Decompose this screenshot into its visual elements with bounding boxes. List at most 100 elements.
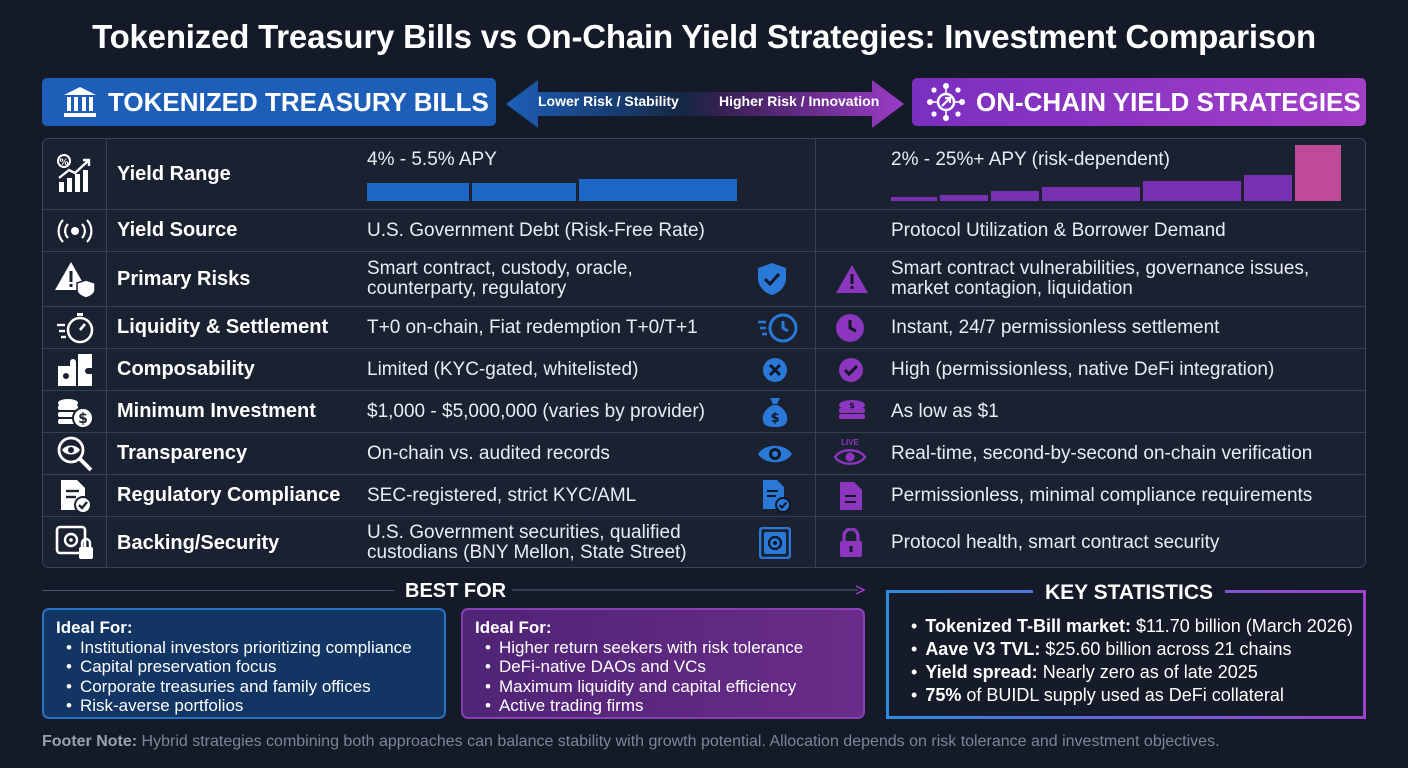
footer-text: Hybrid strategies combining both approac… xyxy=(137,733,1220,750)
row-label: Transparency xyxy=(117,442,248,464)
onchain-value-line2: market contagion, liquidation xyxy=(891,278,1133,299)
row-icon-cell xyxy=(43,307,107,348)
stat-value: $25.60 billion across 21 chains xyxy=(1040,639,1292,659)
yield-bar xyxy=(891,197,937,201)
stat-label: 75% xyxy=(925,685,962,705)
treasury-value-line2: counterparty, regulatory xyxy=(367,278,567,299)
warning-icon xyxy=(836,265,868,293)
treasury-header-label: TOKENIZED TREASURY BILLS xyxy=(108,86,489,117)
warning-shield-icon xyxy=(54,262,96,298)
padlock-icon xyxy=(840,528,862,557)
row-icon-cell xyxy=(43,475,107,516)
row-icon-cell xyxy=(43,517,107,567)
list-item: Corporate treasuries and family offices xyxy=(66,677,432,697)
svg-text:$: $ xyxy=(770,411,779,426)
column-divider xyxy=(815,139,816,567)
eye-icon xyxy=(758,445,792,462)
list-item: Institutional investors prioritizing com… xyxy=(66,638,432,658)
yield-bar xyxy=(991,191,1039,201)
stat-item: Yield spread: Nearly zero as of late 202… xyxy=(911,661,1353,684)
table-row: $ Minimum Investment $1,000 - $5,000,000… xyxy=(43,391,1365,433)
treasury-value: SEC-registered, strict KYC/AML xyxy=(367,484,637,506)
list-item: DeFi-native DAOs and VCs xyxy=(485,657,851,677)
row-label: Yield Range xyxy=(117,162,231,185)
yield-bar xyxy=(579,179,737,201)
table-row: Composability Limited (KYC-gated, whitel… xyxy=(43,349,1365,391)
safe-lock-icon xyxy=(55,525,93,559)
live-label: LIVE xyxy=(841,437,859,447)
document-check-icon-blue xyxy=(763,479,791,513)
treasury-value-line2: custodians (BNY Mellon, State Street) xyxy=(367,542,687,563)
treasury-value: U.S. Government securities, qualified cus… xyxy=(367,517,687,567)
yield-bar xyxy=(1295,145,1341,201)
onchain-value: Smart contract vulnerabilities, governan… xyxy=(891,252,1309,306)
table-row: Regulatory Compliance SEC-registered, st… xyxy=(43,475,1365,517)
treasury-value: Smart contract, custody, oracle, counterp… xyxy=(367,252,633,306)
onchain-value-line1: Smart contract vulnerabilities, governan… xyxy=(891,258,1310,279)
treasury-ideal-box: Ideal For: Institutional investors prior… xyxy=(42,608,446,719)
onchain-header-label: ON-CHAIN YIELD STRATEGIES xyxy=(976,86,1361,117)
onchain-value: Real-time, second-by-second on-chain ver… xyxy=(891,442,1313,464)
row-label: Primary Risks xyxy=(117,267,251,290)
row-label: Yield Source xyxy=(117,219,238,241)
onchain-value: As low as $1 xyxy=(891,400,999,422)
network-icon xyxy=(927,83,965,121)
table-row: Liquidity & Settlement T+0 on-chain, Fia… xyxy=(43,307,1365,349)
shield-check-icon xyxy=(758,263,786,295)
risk-arrow xyxy=(506,80,904,128)
table-row: Backing/Security U.S. Government securit… xyxy=(43,517,1365,567)
list-item: Risk-averse portfolios xyxy=(66,696,432,716)
treasury-value: U.S. Government Debt (Risk-Free Rate) xyxy=(367,219,705,241)
stat-value: $11.70 billion (March 2026) xyxy=(1131,616,1353,636)
check-circle-icon xyxy=(839,357,863,382)
row-icon-cell: $ xyxy=(43,391,107,432)
table-row: Primary Risks Smart contract, custody, o… xyxy=(43,252,1365,307)
table-row: % Yield Range 4% - 5.5% APY 2% - 25%+ AP… xyxy=(43,139,1365,210)
treasury-header: TOKENIZED TREASURY BILLS xyxy=(42,78,496,126)
ideal-heading: Ideal For: xyxy=(475,618,552,637)
onchain-value: Instant, 24/7 permissionless settlement xyxy=(891,316,1220,338)
stat-item: Aave V3 TVL: $25.60 billion across 21 ch… xyxy=(911,638,1353,661)
stat-value: Nearly zero as of late 2025 xyxy=(1037,662,1258,682)
vault-icon xyxy=(759,527,791,559)
higher-risk-label: Higher Risk / Innovation xyxy=(719,93,880,109)
row-icon-cell xyxy=(43,433,107,474)
treasury-value-line1: Smart contract, custody, oracle, xyxy=(367,258,633,279)
stat-item: Tokenized T-Bill market: $11.70 billion … xyxy=(911,615,1353,638)
row-icon-cell: % xyxy=(43,139,107,209)
yield-bar xyxy=(940,195,988,201)
list-item: Active trading firms xyxy=(485,696,851,716)
bank-icon xyxy=(64,87,96,117)
best-for-arrow xyxy=(512,585,866,595)
best-for-line-left xyxy=(42,590,394,591)
comparison-table: % Yield Range 4% - 5.5% APY 2% - 25%+ AP… xyxy=(42,138,1366,568)
treasury-value: On-chain vs. audited records xyxy=(367,442,610,464)
row-icon-cell xyxy=(43,349,107,390)
yield-left-value: 4% - 5.5% APY xyxy=(367,149,497,170)
row-label: Liquidity & Settlement xyxy=(117,316,329,338)
table-row: Transparency On-chain vs. audited record… xyxy=(43,433,1365,475)
treasury-value-line1: U.S. Government securities, qualified xyxy=(367,522,681,543)
yield-range-left-bars xyxy=(367,179,737,201)
row-label: Backing/Security xyxy=(117,531,280,554)
x-circle-icon xyxy=(763,357,787,382)
yield-chart-icon: % xyxy=(56,154,90,192)
coins-icon: $ xyxy=(57,398,94,429)
clock-icon xyxy=(836,313,864,342)
row-icon-cell xyxy=(43,210,107,251)
yield-bar xyxy=(1143,181,1241,201)
row-icon-cell xyxy=(43,252,107,306)
onchain-value: Protocol Utilization & Borrower Demand xyxy=(891,219,1226,241)
svg-text:%: % xyxy=(59,158,68,168)
treasury-value: $1,000 - $5,000,000 (varies by provider) xyxy=(367,400,705,422)
list-item: Capital preservation focus xyxy=(66,657,432,677)
onchain-header: ON-CHAIN YIELD STRATEGIES xyxy=(912,78,1366,126)
onchain-value: High (permissionless, native DeFi integr… xyxy=(891,358,1275,380)
stat-label: Tokenized T-Bill market: xyxy=(925,616,1132,636)
row-label: Composability xyxy=(117,358,255,380)
ideal-heading: Ideal For: xyxy=(56,618,133,637)
key-statistics-box: KEY STATISTICS Tokenized T-Bill market: … xyxy=(886,581,1366,719)
yield-bar xyxy=(1042,187,1140,201)
yield-bar xyxy=(1244,175,1292,201)
key-statistics-title: KEY STATISTICS xyxy=(1032,581,1226,604)
